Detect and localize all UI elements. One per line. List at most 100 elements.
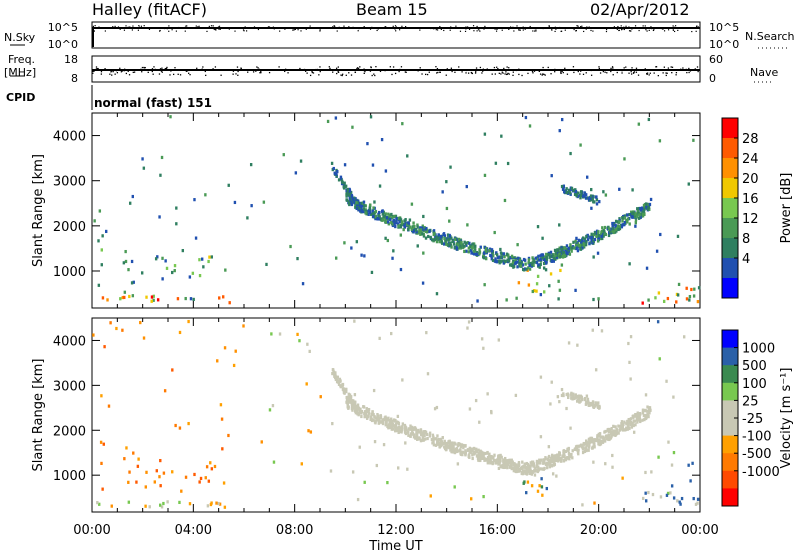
range-cell — [360, 253, 363, 257]
range-cell — [403, 423, 407, 428]
nsky-point — [435, 29, 437, 31]
range-cell — [453, 246, 457, 250]
nave-point — [451, 70, 453, 73]
range-cell — [556, 457, 559, 461]
range-cell — [642, 204, 646, 208]
range-cell — [419, 228, 423, 232]
range-cell — [474, 252, 478, 256]
range-cell — [483, 456, 486, 461]
nsky-point — [399, 29, 401, 31]
nave-point — [392, 66, 395, 68]
range-cell — [234, 349, 237, 353]
nsky-point — [455, 25, 457, 27]
nave-point — [610, 70, 612, 73]
nsky-point — [267, 26, 270, 28]
range-cell — [515, 464, 519, 468]
nsky-point — [139, 27, 141, 29]
range-cell — [115, 326, 118, 331]
range-cell — [462, 443, 465, 448]
nsky-point — [697, 26, 699, 28]
range-cell — [270, 332, 273, 336]
range-cell — [409, 427, 412, 431]
range-cell — [640, 206, 644, 210]
range-cell — [612, 430, 616, 434]
range-cell — [413, 433, 416, 437]
nsky-point — [484, 25, 486, 28]
range-cell — [437, 237, 440, 241]
nsky-point — [439, 25, 441, 28]
range-cell — [692, 138, 695, 142]
range-cell — [158, 475, 161, 479]
nsky-point — [300, 30, 302, 32]
range-cell — [462, 446, 465, 450]
nsky-point — [630, 30, 632, 32]
nsky-point — [132, 25, 134, 27]
nsky-point — [112, 26, 114, 28]
range-cell — [631, 211, 634, 216]
range-cell — [517, 463, 521, 467]
range-cell — [371, 212, 374, 216]
range-cell — [465, 243, 468, 247]
nsky-point — [357, 30, 359, 32]
range-cell — [296, 332, 299, 337]
nave-point — [665, 72, 667, 74]
range-cell — [540, 458, 543, 462]
range-cell — [372, 388, 376, 393]
range-cell — [618, 220, 621, 224]
range-cell — [268, 408, 272, 412]
range-cell — [516, 265, 519, 269]
range-cell — [392, 219, 395, 224]
range-cell — [560, 184, 564, 189]
range-cell — [357, 203, 361, 207]
range-cell — [178, 330, 182, 335]
range-cell — [425, 432, 429, 437]
range-cell — [623, 214, 626, 218]
range-cell — [418, 437, 421, 441]
range-cell — [656, 320, 660, 324]
range-cell — [576, 241, 580, 245]
range-cell — [467, 454, 471, 458]
range-cell — [468, 241, 471, 245]
range-cell — [423, 433, 426, 437]
range-cell — [597, 297, 600, 301]
range-cell — [648, 411, 651, 415]
nsky-point — [644, 25, 646, 27]
range-cell — [573, 192, 577, 197]
cpid-label: CPID — [6, 91, 36, 104]
range-cell — [567, 451, 571, 455]
range-cell — [604, 434, 608, 439]
range-cell — [384, 423, 387, 427]
range-cell — [658, 139, 662, 143]
y-tick-label: 1000 — [53, 265, 86, 280]
range-cell — [466, 326, 469, 330]
nsky-point — [343, 26, 345, 29]
range-cell — [341, 180, 344, 185]
range-cell — [121, 295, 124, 300]
range-cell — [364, 204, 368, 208]
range-cell — [462, 244, 466, 248]
range-cell — [367, 411, 371, 415]
nave-point — [630, 73, 633, 75]
range-cell — [346, 396, 350, 400]
range-cell — [342, 185, 345, 189]
nave-point — [284, 68, 287, 70]
nave-point — [181, 69, 183, 71]
range-cell — [662, 299, 666, 304]
beam-title: Beam 15 — [356, 0, 428, 19]
range-cell — [160, 155, 164, 160]
range-cell — [188, 275, 192, 279]
range-cell — [422, 214, 425, 219]
range-cell — [581, 447, 585, 451]
range-cell — [508, 465, 512, 469]
range-cell — [692, 496, 695, 501]
range-cell — [363, 204, 366, 208]
range-cell — [696, 497, 700, 501]
range-cell — [670, 463, 674, 467]
range-cell — [498, 261, 501, 265]
range-cell — [348, 202, 351, 207]
range-cell — [490, 257, 493, 261]
range-cell — [611, 221, 614, 226]
range-cell — [475, 250, 479, 255]
nsky-point — [392, 25, 394, 27]
nave-point — [538, 70, 541, 72]
